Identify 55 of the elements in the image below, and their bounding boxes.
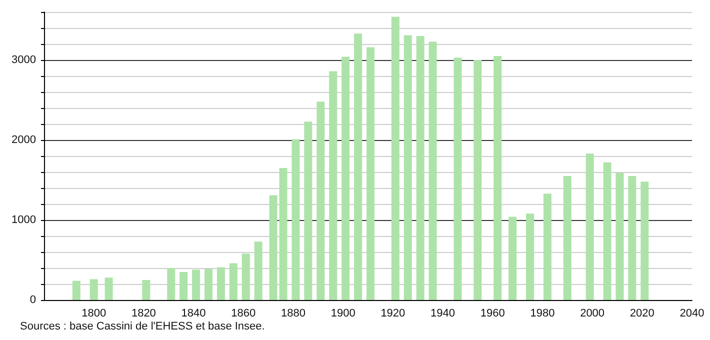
bar — [586, 154, 594, 300]
bar — [316, 102, 325, 300]
x-tick-label: 2020 — [630, 308, 654, 320]
bar — [494, 56, 502, 300]
bar — [229, 263, 238, 300]
bar — [329, 71, 338, 300]
bar — [216, 267, 225, 300]
bar — [428, 42, 437, 300]
bar — [366, 47, 374, 300]
bar — [640, 182, 649, 300]
x-tick-label: 1900 — [330, 308, 356, 320]
x-tick-label: 1820 — [131, 308, 156, 320]
x-tick-label: 2000 — [580, 308, 605, 320]
bar — [72, 280, 80, 300]
bar — [292, 139, 300, 300]
y-tick-label: 3000 — [12, 54, 36, 66]
bar — [603, 162, 612, 300]
bar — [142, 280, 150, 300]
y-tick-label: 2000 — [12, 134, 36, 146]
x-tick-label: 1920 — [380, 308, 406, 320]
x-tick-label: 1980 — [530, 308, 555, 320]
bar — [342, 56, 350, 300]
x-tick-label: 2040 — [680, 308, 704, 320]
bar — [269, 195, 278, 300]
bar — [543, 194, 552, 300]
bar — [90, 279, 98, 300]
y-tick-label: 1000 — [12, 214, 36, 226]
bar — [454, 58, 462, 300]
bar — [192, 270, 200, 300]
bar — [416, 36, 424, 300]
x-tick-label: 1840 — [181, 308, 206, 320]
bar — [242, 254, 250, 300]
x-tick-label: 1880 — [280, 308, 306, 320]
bar — [563, 176, 572, 300]
bar — [304, 122, 312, 300]
y-tick-label: 0 — [30, 294, 36, 306]
bar — [474, 60, 482, 300]
bar — [508, 216, 517, 300]
bar — [104, 278, 113, 300]
x-tick-label: 1940 — [430, 308, 456, 320]
bar — [616, 172, 624, 300]
bar — [354, 34, 362, 300]
x-tick-label: 1800 — [82, 308, 106, 320]
x-tick-label: 1960 — [480, 308, 505, 320]
x-tick-label: 1860 — [231, 308, 256, 320]
bar — [391, 16, 400, 300]
bar — [279, 168, 288, 300]
bar — [404, 35, 412, 300]
bar — [526, 214, 534, 300]
bar — [180, 272, 188, 300]
bar — [254, 242, 262, 300]
source-note: Sources : base Cassini de l'EHESS et base Insee. — [20, 320, 265, 332]
bar — [628, 176, 636, 300]
bar — [167, 268, 176, 300]
bar — [204, 268, 212, 300]
